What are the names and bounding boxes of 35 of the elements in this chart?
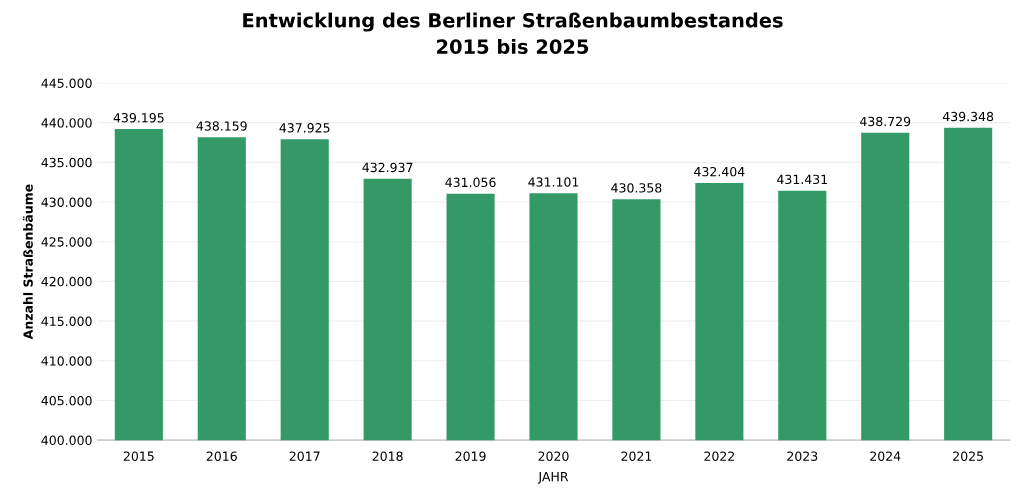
data-label: 430.358 <box>611 183 662 193</box>
data-label: 432.937 <box>362 162 413 173</box>
y-tick-label: 400.000 <box>41 435 92 446</box>
x-tick-label: 2021 <box>621 451 652 461</box>
x-tick-label: 2018 <box>372 451 403 461</box>
x-tick-label: 2025 <box>953 451 983 461</box>
y-tick-label: 405.000 <box>41 395 92 406</box>
chart-title: Entwicklung des Berliner Straßenbaumbestandes 2015 bis 2025 <box>243 12 783 54</box>
x-tick-label: 2019 <box>455 451 486 461</box>
y-tick-label: 410.000 <box>41 356 92 366</box>
x-tick-label: 2016 <box>206 451 237 461</box>
x-tick-label: 2022 <box>704 451 735 461</box>
y-tick-label: 435.000 <box>41 157 92 168</box>
data-label: 439.348 <box>942 111 994 122</box>
x-tick-label: 2023 <box>787 451 818 461</box>
y-tick-label: 445.000 <box>41 78 92 88</box>
y-tick-label: 430.000 <box>41 197 92 207</box>
data-label: 438.159 <box>196 121 247 131</box>
x-tick-label: 2024 <box>870 451 901 461</box>
y-tick-label: 425.000 <box>41 237 92 247</box>
data-label: 437.925 <box>279 123 330 133</box>
data-label: 431.101 <box>528 177 579 187</box>
data-label: 432.404 <box>694 166 745 177</box>
data-label: 431.056 <box>445 177 496 188</box>
data-label: 439.195 <box>113 113 164 123</box>
y-tick-label: 420.000 <box>41 276 92 287</box>
x-tick-label: 2020 <box>538 451 569 461</box>
y-tick-label: 415.000 <box>41 316 92 327</box>
data-label: 438.729 <box>859 116 911 127</box>
x-tick-label: 2015 <box>123 451 154 461</box>
x-tick-label: 2017 <box>289 451 320 461</box>
x-axis-title: JAHR <box>537 472 569 484</box>
data-label: 431.431 <box>777 174 827 185</box>
y-tick-label: 440.000 <box>41 118 92 128</box>
y-axis-title: Anzahl Straßenbäume <box>22 184 33 340</box>
